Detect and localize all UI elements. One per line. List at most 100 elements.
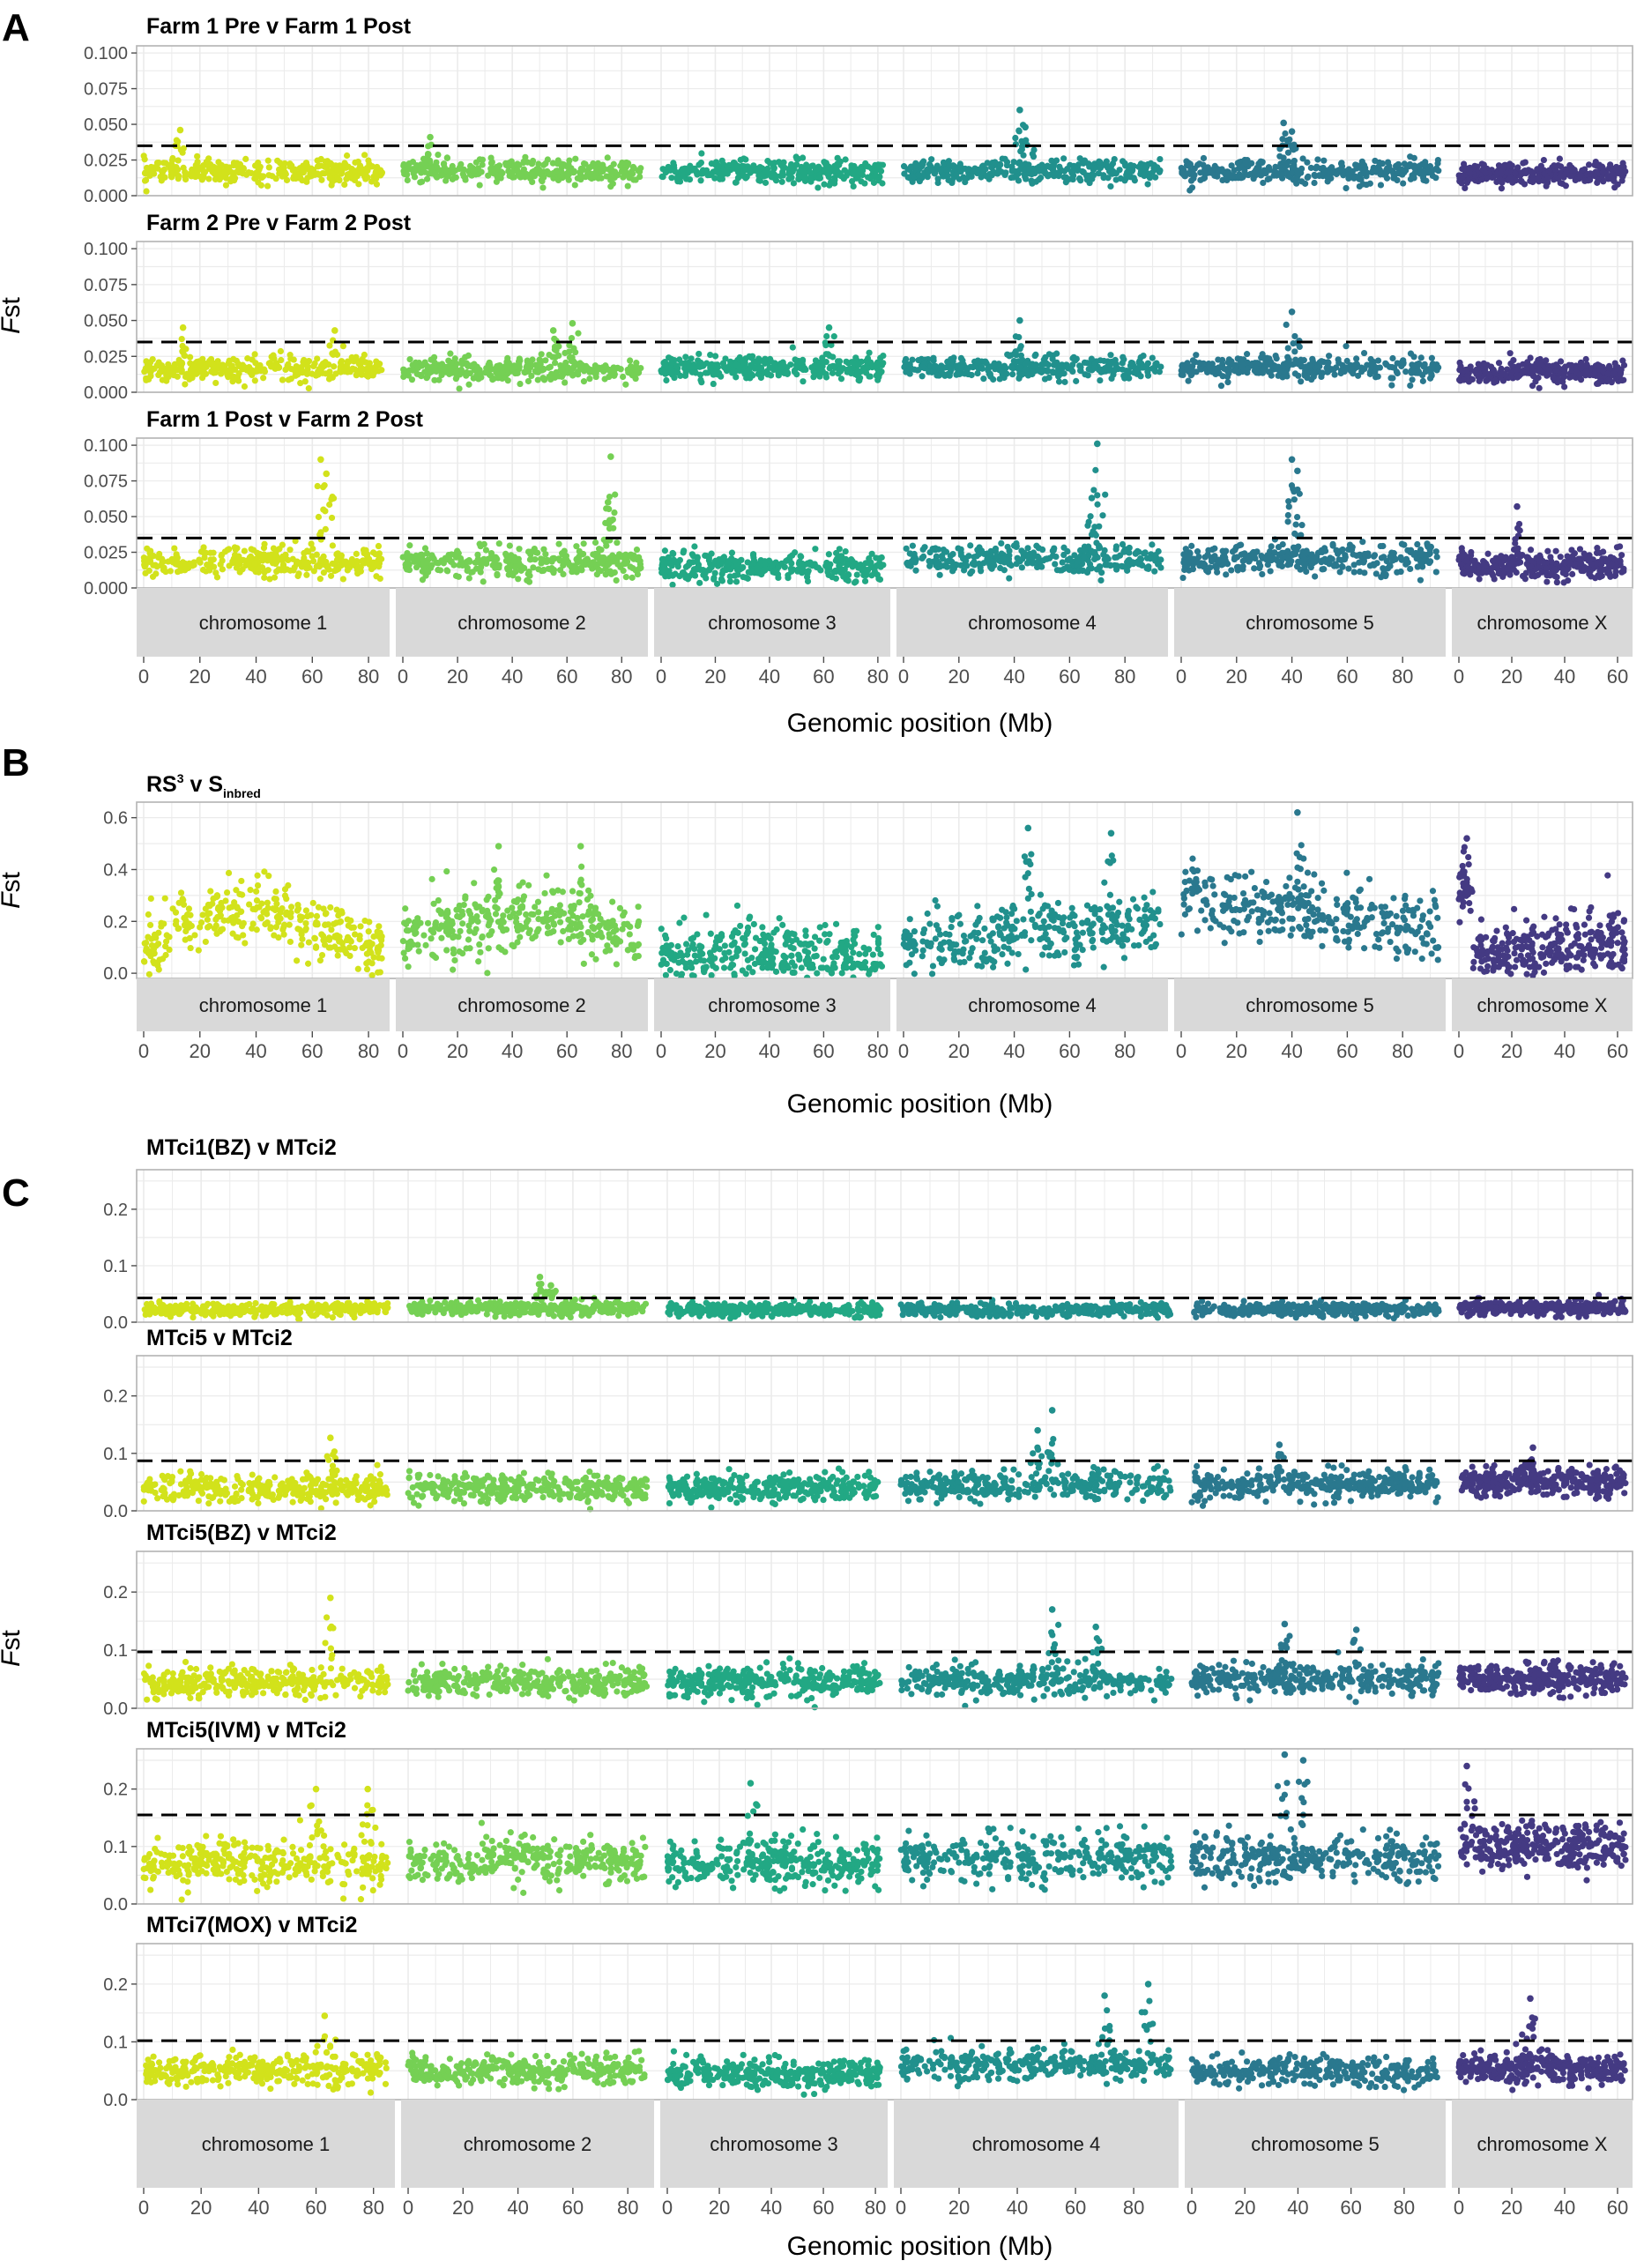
data-point xyxy=(566,166,573,173)
data-point xyxy=(810,368,817,376)
data-point xyxy=(1272,352,1279,360)
data-point xyxy=(579,166,586,174)
data-point xyxy=(1097,376,1104,384)
data-point xyxy=(1077,363,1084,371)
data-point xyxy=(182,381,189,388)
data-point xyxy=(1377,182,1385,189)
data-point xyxy=(1086,179,1093,187)
data-point xyxy=(1394,170,1402,177)
data-point xyxy=(859,365,867,372)
data-point xyxy=(207,556,214,563)
data-point xyxy=(1279,374,1286,381)
data-point xyxy=(155,160,162,167)
data-point xyxy=(1471,162,1478,169)
peak-point xyxy=(607,453,614,460)
data-point xyxy=(629,574,636,581)
data-point xyxy=(1620,163,1627,171)
data-point xyxy=(140,152,147,160)
data-point xyxy=(1321,167,1328,174)
data-point xyxy=(200,161,207,169)
data-point xyxy=(1031,352,1038,360)
data-point xyxy=(1293,167,1301,175)
data-point xyxy=(800,378,807,385)
data-point xyxy=(449,175,457,182)
data-point xyxy=(462,176,469,183)
peak-point xyxy=(604,499,612,506)
data-point xyxy=(143,376,150,383)
data-point xyxy=(1239,361,1246,368)
data-point xyxy=(163,371,170,379)
data-point xyxy=(508,552,515,559)
data-point xyxy=(340,368,348,375)
data-point xyxy=(1494,170,1501,177)
data-point xyxy=(424,175,431,182)
data-point xyxy=(944,172,951,179)
data-point xyxy=(968,173,975,180)
peak-point xyxy=(1016,107,1023,114)
data-point xyxy=(877,167,885,175)
data-point xyxy=(915,357,922,364)
data-point xyxy=(1328,164,1335,171)
data-point xyxy=(758,371,765,378)
data-point xyxy=(303,547,310,554)
data-point xyxy=(1200,175,1208,182)
data-point xyxy=(178,335,185,343)
data-point xyxy=(539,567,547,575)
data-point xyxy=(1281,162,1289,169)
data-point xyxy=(785,369,792,376)
data-point xyxy=(903,368,910,376)
data-point xyxy=(564,364,572,371)
data-point xyxy=(318,176,325,183)
data-point xyxy=(279,561,287,569)
data-point xyxy=(328,182,335,189)
data-point xyxy=(466,369,473,377)
data-point xyxy=(1121,177,1128,184)
data-point xyxy=(1383,361,1390,368)
data-point xyxy=(517,562,524,569)
data-point xyxy=(606,524,614,532)
data-point xyxy=(815,184,822,191)
data-point xyxy=(521,174,529,181)
data-point xyxy=(1411,165,1418,172)
data-point xyxy=(748,354,755,361)
data-point xyxy=(1295,361,1302,368)
data-point xyxy=(562,559,569,566)
data-point xyxy=(362,550,370,557)
data-point xyxy=(495,375,502,382)
data-point xyxy=(303,370,310,377)
data-point xyxy=(514,369,521,376)
data-point xyxy=(770,165,777,172)
data-point xyxy=(851,169,858,176)
data-point xyxy=(853,571,860,578)
data-point xyxy=(176,365,183,372)
data-point xyxy=(426,369,434,376)
data-point xyxy=(1353,355,1360,362)
data-point xyxy=(322,525,329,532)
data-point xyxy=(1100,175,1107,182)
data-point xyxy=(1311,179,1318,187)
data-point xyxy=(934,179,941,187)
data-point xyxy=(1428,354,1435,361)
data-point xyxy=(1010,159,1017,166)
data-point xyxy=(599,164,606,171)
data-point xyxy=(264,182,272,190)
data-point xyxy=(1604,377,1611,384)
data-point xyxy=(254,549,261,556)
data-point xyxy=(373,358,380,365)
data-point xyxy=(240,165,247,173)
data-point xyxy=(1273,172,1280,179)
data-point xyxy=(1311,371,1318,378)
data-point xyxy=(435,566,442,574)
data-point xyxy=(1394,369,1401,377)
data-point xyxy=(324,564,331,571)
data-point xyxy=(1551,162,1558,169)
data-point xyxy=(1560,373,1568,380)
peak-point xyxy=(317,456,324,464)
data-point xyxy=(1121,375,1128,382)
data-point xyxy=(980,375,987,383)
data-point xyxy=(787,160,795,168)
data-point xyxy=(375,542,383,550)
data-point xyxy=(293,561,301,568)
data-point xyxy=(509,169,516,176)
data-point xyxy=(321,163,329,170)
